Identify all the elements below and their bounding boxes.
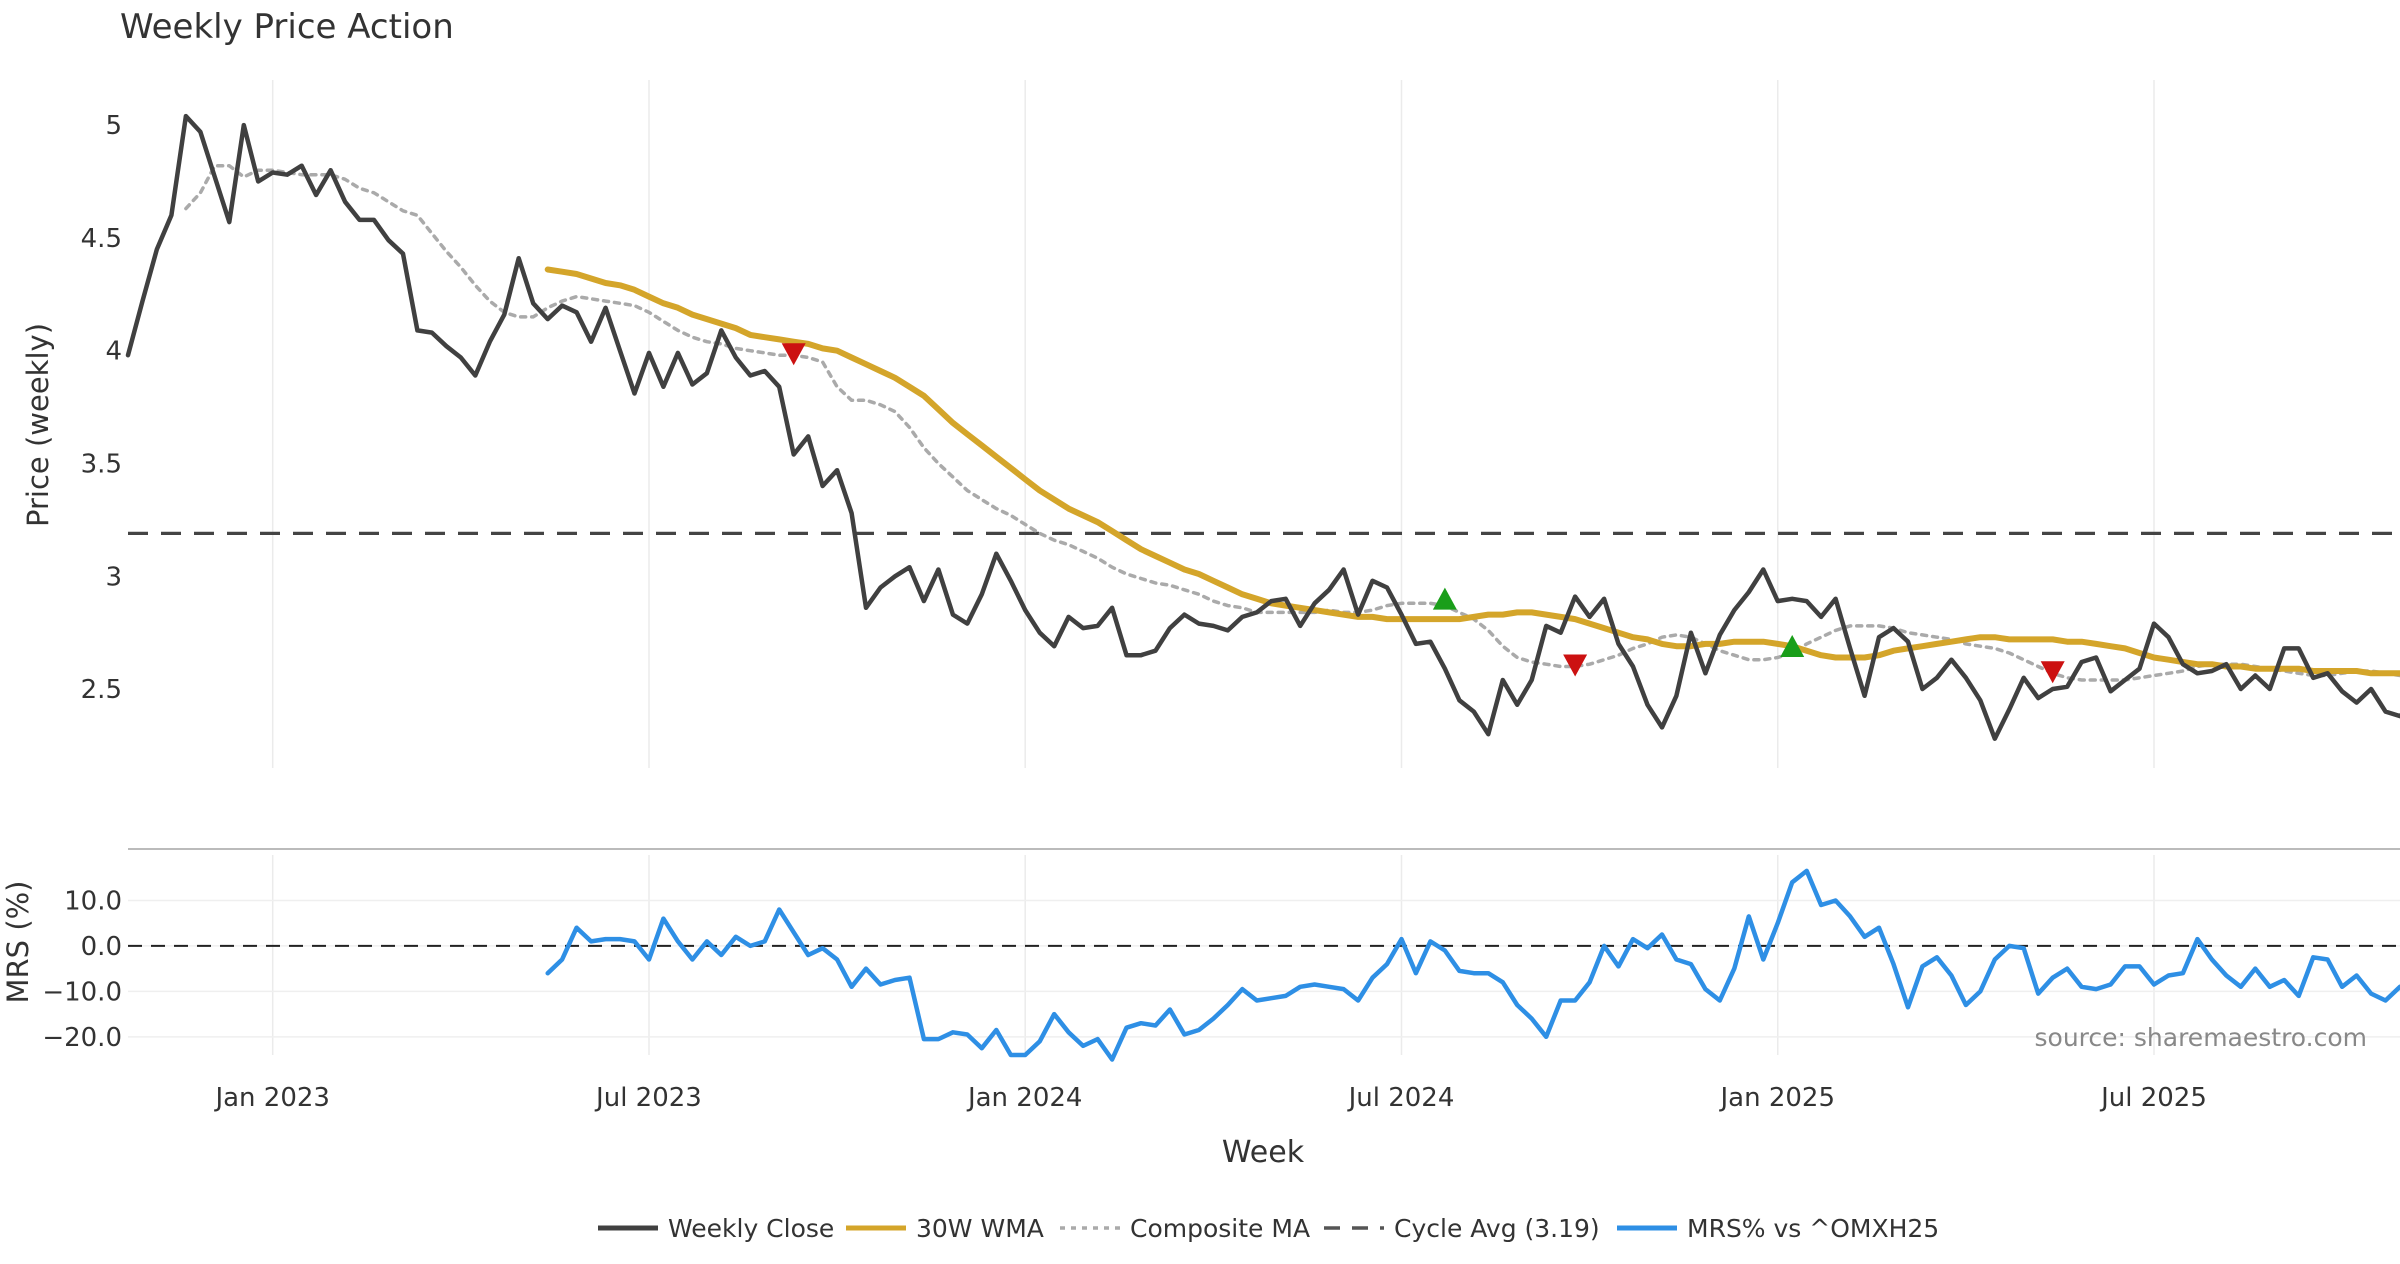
price-y-ticks: 2.5 3 3.5 4 4.5 5 [81, 111, 122, 705]
buy-signal-marker [1780, 634, 1805, 657]
x-axis-label: Week [1222, 1135, 1305, 1170]
legend: Weekly Close 30W WMA Composite MA Cycle Avg… [598, 1214, 1939, 1243]
x-tick-label: Jan 2024 [966, 1083, 1083, 1113]
mrs-tick-label: 0.0 [81, 932, 122, 962]
mrs-y-ticks: −20.0 −10.0 0.0 10.0 [42, 886, 122, 1052]
sell-signal-marker [781, 343, 806, 366]
legend-label: Cycle Avg (3.19) [1394, 1214, 1600, 1243]
mrs-y-axis-label: MRS (%) [1, 881, 35, 1004]
price-tick-label: 4 [105, 337, 122, 367]
mrs-tick-label: −10.0 [42, 977, 122, 1007]
mrs-tick-label: 10.0 [64, 886, 122, 916]
mrs-line [545, 868, 2400, 1062]
legend-label: 30W WMA [916, 1214, 1044, 1243]
mrs-series-layer [545, 868, 2400, 1062]
sell-signal-marker [2040, 661, 2065, 684]
buy-signal-marker [1432, 587, 1457, 610]
x-tick-label: Jul 2023 [594, 1083, 702, 1113]
chart-title: Weekly Price Action [120, 7, 454, 47]
price-tick-label: 3 [105, 562, 122, 592]
mrs-tick-label: −20.0 [42, 1023, 122, 1053]
legend-label: Composite MA [1130, 1214, 1310, 1243]
x-tick-label: Jul 2025 [2099, 1083, 2207, 1113]
source-text: source: sharemaestro.com [2035, 1023, 2368, 1052]
price-series-layer [125, 113, 2400, 741]
x-tick-label: Jan 2025 [1718, 1083, 1835, 1113]
grid-layer [128, 80, 2400, 1055]
weekly-close-line [125, 113, 2400, 741]
x-axis-ticks: Jan 2023 Jul 2023 Jan 2024 Jul 2024 Jan 2025… [213, 1083, 2206, 1113]
sell-signal-marker [1563, 654, 1588, 677]
price-tick-label: 3.5 [81, 449, 122, 479]
legend-label: Weekly Close [668, 1214, 834, 1243]
price-tick-label: 2.5 [81, 675, 122, 705]
legend-label: MRS% vs ^OMXH25 [1687, 1214, 1939, 1243]
price-tick-label: 5 [105, 111, 122, 141]
x-tick-label: Jul 2024 [1347, 1083, 1455, 1113]
x-tick-label: Jan 2023 [213, 1083, 330, 1113]
price-y-axis-label: Price (weekly) [21, 323, 55, 527]
signal-markers [781, 343, 2065, 684]
price-tick-label: 4.5 [81, 224, 122, 254]
